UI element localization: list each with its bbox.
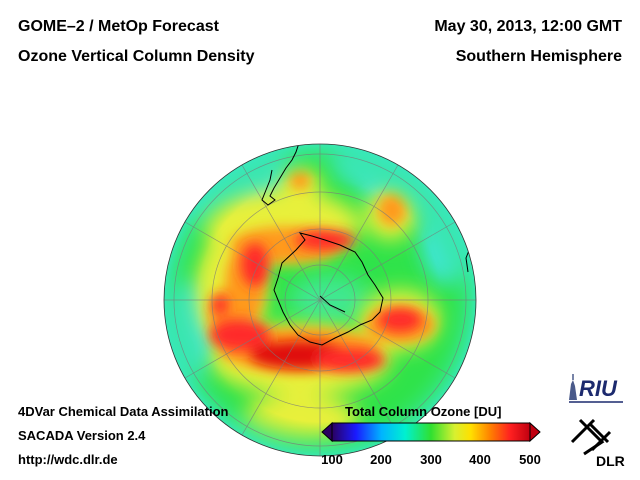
title-right-1: May 30, 2013, 12:00 GMT	[434, 18, 622, 35]
colorbar-tick-400: 400	[469, 452, 491, 467]
title-left-2: Ozone Vertical Column Density	[18, 48, 255, 65]
title-left-1: GOME–2 / MetOp Forecast	[18, 18, 219, 35]
riu-logo-text: RIU	[579, 376, 618, 401]
globe-outline	[163, 143, 477, 457]
riu-logo: RIU	[565, 370, 635, 406]
colorbar-tick-100: 100	[321, 452, 343, 467]
footer-line-3: http://wdc.dlr.de	[18, 452, 118, 467]
colorbar-tick-200: 200	[370, 452, 392, 467]
footer-line-2: SACADA Version 2.4	[18, 428, 146, 443]
footer-line-1: 4DVar Chemical Data Assimilation	[18, 404, 229, 419]
colorbar-tick-500: 500	[519, 452, 541, 467]
graticule	[164, 144, 476, 456]
dlr-logo: DLR	[562, 412, 632, 469]
colorbar-tick-300: 300	[420, 452, 442, 467]
dlr-logo-text: DLR	[596, 453, 625, 468]
colorbar	[321, 421, 541, 443]
title-right-2: Southern Hemisphere	[455, 48, 622, 65]
colorbar-title: Total Column Ozone [DU]	[345, 404, 502, 419]
